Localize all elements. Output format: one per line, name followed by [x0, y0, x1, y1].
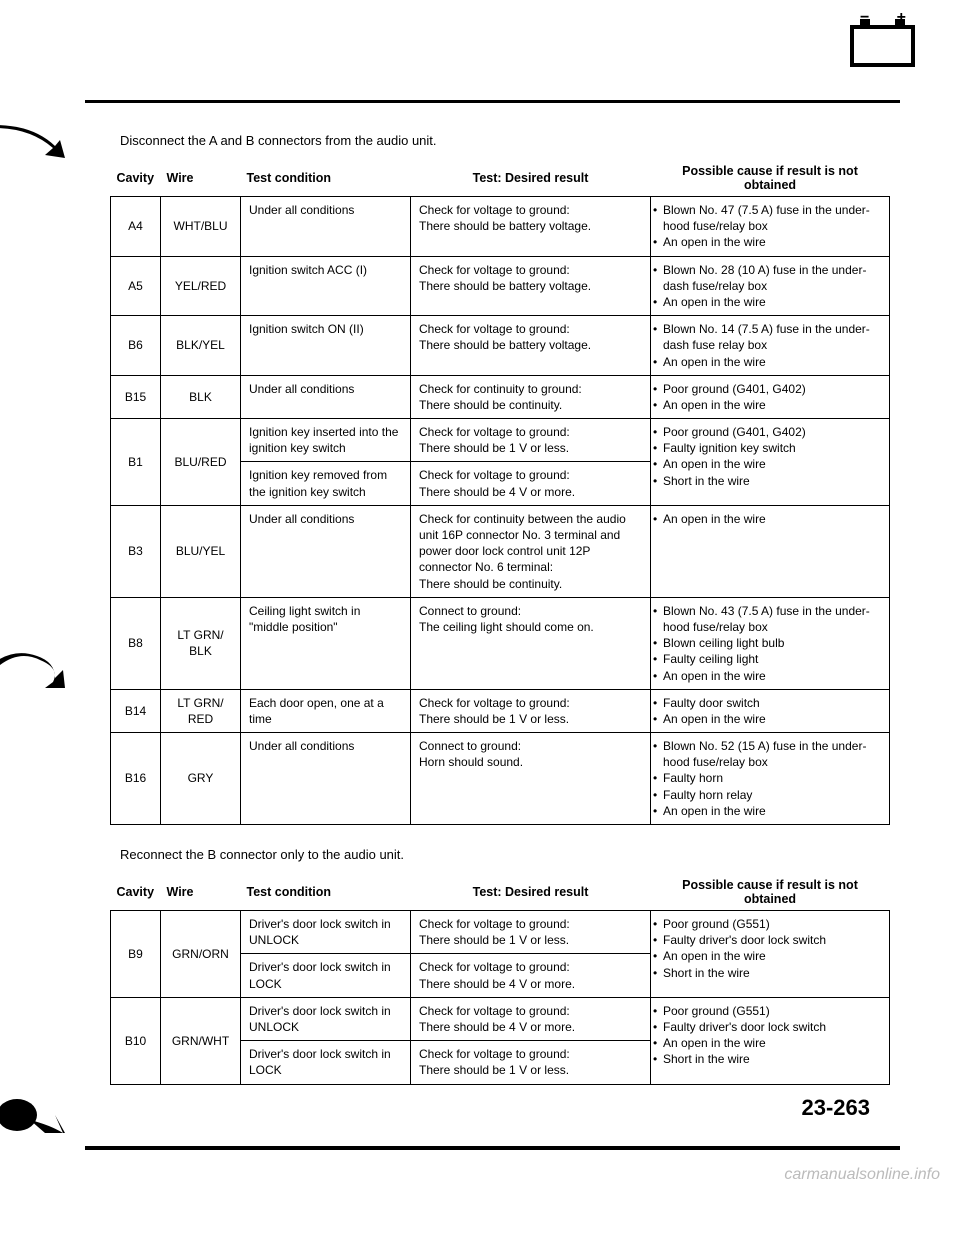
th-cause: Possible cause if result is not obtained — [651, 874, 890, 911]
condition-cell: Each door open, one at a time — [241, 689, 411, 732]
diagnostic-table-1: Cavity Wire Test condition Test: Desired… — [110, 160, 890, 825]
condition-cell: Ignition key removed from the ignition k… — [241, 462, 411, 505]
th-cond: Test condition — [241, 874, 411, 911]
cavity-cell: B15 — [111, 375, 161, 418]
side-mark-teardrop — [0, 650, 65, 690]
watermark-text: carmanualsonline.info — [0, 1166, 960, 1184]
condition-cell: Ceiling light switch in "middle position… — [241, 597, 411, 689]
result-cell: Check for continuity between the audio u… — [411, 505, 651, 597]
condition-cell: Driver's door lock switch in UNLOCK — [241, 911, 411, 954]
cavity-cell: B16 — [111, 733, 161, 825]
wire-cell: BLU/RED — [161, 419, 241, 506]
cavity-cell: B3 — [111, 505, 161, 597]
bottom-rule — [85, 1146, 900, 1150]
cavity-cell: B9 — [111, 911, 161, 998]
cavity-cell: B14 — [111, 689, 161, 732]
instruction-1: Disconnect the A and B connectors from t… — [120, 133, 900, 148]
instruction-2: Reconnect the B connector only to the au… — [120, 847, 900, 862]
wire-cell: LT GRN/ BLK — [161, 597, 241, 689]
side-mark-arrow — [0, 120, 65, 160]
top-rule — [85, 100, 900, 103]
result-cell: Check for voltage to ground: There shoul… — [411, 997, 651, 1040]
wire-cell: GRY — [161, 733, 241, 825]
result-cell: Check for voltage to ground: There shoul… — [411, 256, 651, 316]
cause-cell: Blown No. 14 (7.5 A) fuse in the under-d… — [651, 316, 890, 376]
condition-cell: Driver's door lock switch in UNLOCK — [241, 997, 411, 1040]
cause-cell: Poor ground (G401, G402)An open in the w… — [651, 375, 890, 418]
cause-cell: Blown No. 52 (15 A) fuse in the under-ho… — [651, 733, 890, 825]
condition-cell: Ignition switch ACC (I) — [241, 256, 411, 316]
result-cell: Check for voltage to ground: There shoul… — [411, 419, 651, 462]
result-cell: Check for voltage to ground: There shoul… — [411, 954, 651, 997]
cause-cell: An open in the wire — [651, 505, 890, 597]
cause-cell: Poor ground (G551)Faulty driver's door l… — [651, 911, 890, 998]
th-cond: Test condition — [241, 160, 411, 197]
condition-cell: Under all conditions — [241, 197, 411, 257]
result-cell: Check for voltage to ground: There shoul… — [411, 197, 651, 257]
result-cell: Connect to ground: The ceiling light sho… — [411, 597, 651, 689]
wire-cell: GRN/WHT — [161, 997, 241, 1084]
cause-cell: Poor ground (G551)Faulty driver's door l… — [651, 997, 890, 1084]
condition-cell: Under all conditions — [241, 375, 411, 418]
page-number: 23-263 — [85, 1095, 870, 1121]
condition-cell: Under all conditions — [241, 733, 411, 825]
th-wire: Wire — [161, 874, 241, 911]
th-result: Test: Desired result — [411, 160, 651, 197]
condition-cell: Under all conditions — [241, 505, 411, 597]
result-cell: Check for voltage to ground: There shoul… — [411, 689, 651, 732]
result-cell: Check for voltage to ground: There shoul… — [411, 1041, 651, 1084]
cause-cell: Blown No. 43 (7.5 A) fuse in the under-h… — [651, 597, 890, 689]
cavity-cell: A4 — [111, 197, 161, 257]
cause-cell: Poor ground (G401, G402)Faulty ignition … — [651, 419, 890, 506]
side-mark-teardrop-2 — [0, 1095, 65, 1135]
diagnostic-table-2: Cavity Wire Test condition Test: Desired… — [110, 874, 890, 1085]
result-cell: Connect to ground: Horn should sound. — [411, 733, 651, 825]
condition-cell: Driver's door lock switch in LOCK — [241, 954, 411, 997]
result-cell: Check for continuity to ground: There sh… — [411, 375, 651, 418]
wire-cell: YEL/RED — [161, 256, 241, 316]
cavity-cell: B10 — [111, 997, 161, 1084]
cavity-cell: B1 — [111, 419, 161, 506]
wire-cell: GRN/ORN — [161, 911, 241, 998]
condition-cell: Ignition key inserted into the ignition … — [241, 419, 411, 462]
wire-cell: WHT/BLU — [161, 197, 241, 257]
wire-cell: BLK — [161, 375, 241, 418]
cause-cell: Blown No. 47 (7.5 A) fuse in the under-h… — [651, 197, 890, 257]
cavity-cell: B8 — [111, 597, 161, 689]
result-cell: Check for voltage to ground: There shoul… — [411, 316, 651, 376]
cavity-cell: B6 — [111, 316, 161, 376]
result-cell: Check for voltage to ground: There shoul… — [411, 911, 651, 954]
th-wire: Wire — [161, 160, 241, 197]
wire-cell: BLU/YEL — [161, 505, 241, 597]
th-cause: Possible cause if result is not obtained — [651, 160, 890, 197]
cause-cell: Faulty door switchAn open in the wire — [651, 689, 890, 732]
cavity-cell: A5 — [111, 256, 161, 316]
result-cell: Check for voltage to ground: There shoul… — [411, 462, 651, 505]
cause-cell: Blown No. 28 (10 A) fuse in the under-da… — [651, 256, 890, 316]
condition-cell: Driver's door lock switch in LOCK — [241, 1041, 411, 1084]
th-result: Test: Desired result — [411, 874, 651, 911]
wire-cell: LT GRN/ RED — [161, 689, 241, 732]
condition-cell: Ignition switch ON (II) — [241, 316, 411, 376]
wire-cell: BLK/YEL — [161, 316, 241, 376]
battery-icon — [850, 25, 915, 67]
th-cavity: Cavity — [111, 160, 161, 197]
th-cavity: Cavity — [111, 874, 161, 911]
